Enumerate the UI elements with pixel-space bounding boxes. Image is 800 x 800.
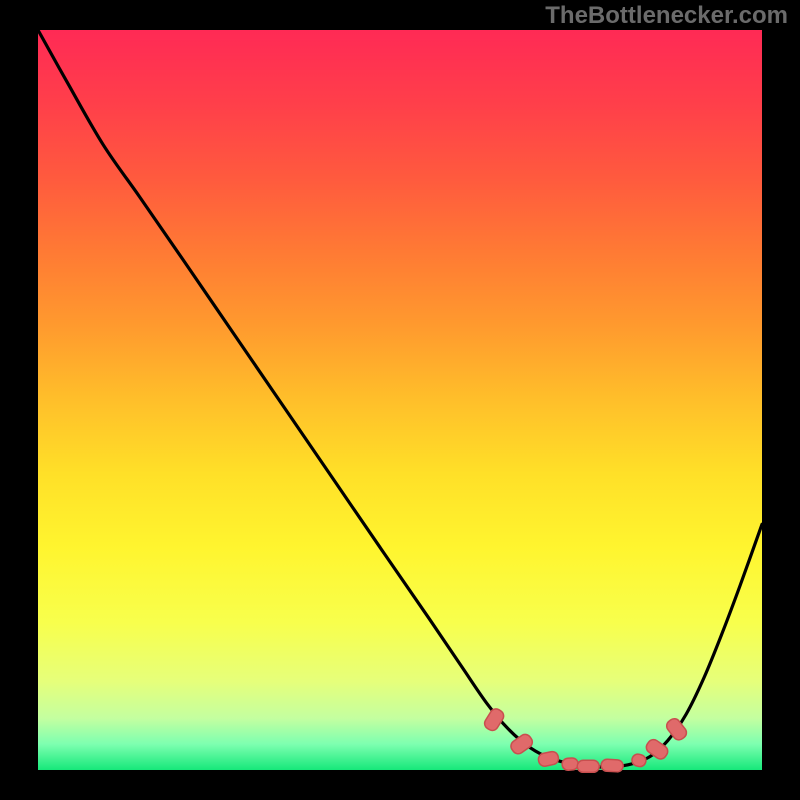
gradient-background (38, 30, 762, 770)
curve-marker (601, 759, 624, 772)
bottleneck-chart (0, 0, 800, 800)
curve-marker (577, 760, 599, 772)
watermark-text: TheBottlenecker.com (545, 2, 788, 30)
curve-marker (562, 758, 579, 771)
